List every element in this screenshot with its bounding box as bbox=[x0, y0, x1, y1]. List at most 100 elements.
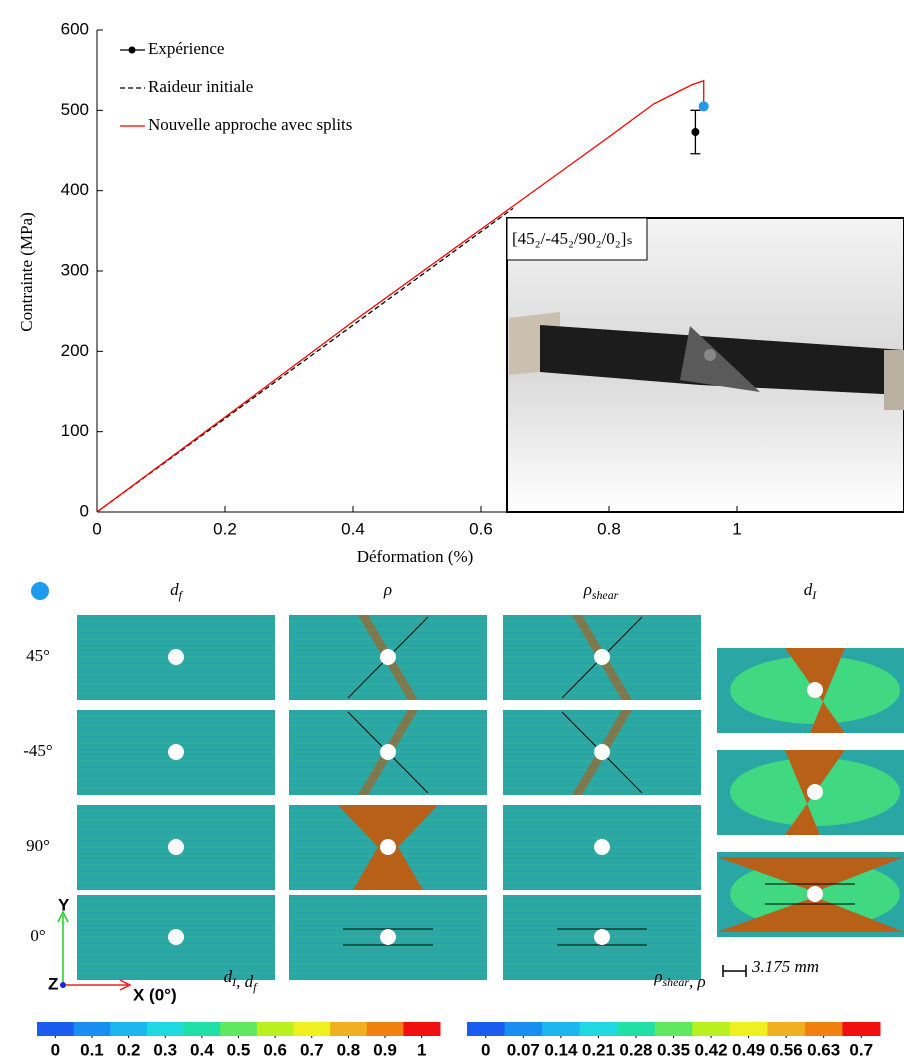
series-line bbox=[96, 79, 705, 513]
colorbar-tick-label: 0.63 bbox=[807, 1040, 840, 1059]
hole bbox=[594, 839, 610, 855]
colorbar-tick-label: 0.1 bbox=[80, 1040, 104, 1059]
column-header: ρ bbox=[383, 580, 392, 599]
y-axis-label: Contrainte (MPa) bbox=[17, 212, 36, 331]
x-axis-label: Déformation (%) bbox=[357, 547, 474, 566]
subscript: I bbox=[231, 975, 237, 989]
colorbar-tick-label: 0 bbox=[51, 1040, 60, 1059]
colorbar-tick-label: 0.8 bbox=[337, 1040, 361, 1059]
colorbar-cell bbox=[842, 1022, 881, 1036]
series-line bbox=[96, 207, 514, 513]
hole bbox=[704, 349, 716, 361]
plot: 0 0.2 0.4 0.6 0.8 1 0 100 200 300 400 500 600 Expérie… bbox=[61, 19, 742, 538]
hole bbox=[807, 886, 823, 902]
y-tick-label: 600 bbox=[61, 19, 89, 38]
colorbar-cell bbox=[692, 1022, 731, 1036]
colorbar-cell bbox=[220, 1022, 258, 1036]
symbol: ρ bbox=[696, 972, 705, 991]
hole bbox=[594, 649, 610, 665]
inset-label: [45₂/-45₂/90₂/0₂]ₛ bbox=[512, 229, 633, 248]
split bbox=[680, 326, 760, 392]
colorbar-tick-label: 0.9 bbox=[373, 1040, 397, 1059]
scale-label: 3.175 mm bbox=[751, 957, 819, 976]
triad-x bbox=[63, 979, 132, 991]
colorbar-tick-label: 0.56 bbox=[770, 1040, 803, 1059]
colorbar-tick-label: 0.5 bbox=[227, 1040, 251, 1059]
hole bbox=[168, 649, 184, 665]
symbol: ρ bbox=[653, 967, 662, 986]
symbol: , bbox=[689, 972, 698, 991]
colorbar-cell bbox=[293, 1022, 331, 1036]
colorbar-cell bbox=[110, 1022, 148, 1036]
damage-band bbox=[717, 857, 904, 932]
legend-label: Raideur initiale bbox=[148, 77, 253, 96]
colorbar-label: dI, df bbox=[224, 967, 258, 994]
subscript: f bbox=[179, 588, 184, 602]
inset-label-box bbox=[506, 217, 648, 261]
hole bbox=[168, 839, 184, 855]
hole bbox=[807, 682, 823, 698]
colorbar-cell bbox=[767, 1022, 806, 1036]
symbol: ρ bbox=[383, 580, 392, 599]
subscript: f bbox=[253, 980, 258, 994]
colorbar-tick-label: 0.35 bbox=[657, 1040, 690, 1059]
y-tick-label: 0 bbox=[80, 501, 89, 520]
colorbar-cell bbox=[542, 1022, 581, 1036]
x-tick-label: 0.2 bbox=[213, 519, 237, 538]
row-label: 0° bbox=[30, 926, 45, 945]
triad-y bbox=[57, 910, 69, 985]
colorbar-cell bbox=[729, 1022, 768, 1036]
colorbar-tick-label: 0.28 bbox=[619, 1040, 652, 1059]
colorbar-cell bbox=[804, 1022, 843, 1036]
colorbar-tick-label: 0.49 bbox=[732, 1040, 765, 1059]
row-label: -45° bbox=[23, 741, 52, 760]
tab bbox=[884, 350, 904, 410]
colorbar-cell bbox=[146, 1022, 185, 1036]
symbol: , bbox=[236, 972, 245, 991]
hole bbox=[168, 744, 184, 760]
colorbar-tick-label: 0.14 bbox=[544, 1040, 578, 1059]
colorbar-tick-label: 0.7 bbox=[849, 1040, 873, 1059]
colorbar-cell bbox=[403, 1022, 441, 1036]
symbol: d bbox=[245, 972, 254, 991]
colorbar-label: ρshear, ρ bbox=[653, 967, 705, 991]
colorbar-tick-label: 0.3 bbox=[153, 1040, 177, 1059]
x-tick-label: 0.8 bbox=[597, 519, 621, 538]
y-tick-label: 100 bbox=[61, 421, 89, 440]
hole bbox=[594, 744, 610, 760]
colorbar-cell bbox=[366, 1022, 404, 1036]
subscript: shear bbox=[663, 975, 690, 989]
row-label: 90° bbox=[26, 836, 50, 855]
axis-z-label: Z bbox=[48, 974, 58, 993]
colorbar-tick-label: 0.7 bbox=[300, 1040, 324, 1059]
hole bbox=[807, 784, 823, 800]
colorbar-cell bbox=[654, 1022, 693, 1036]
x-tick-label: 1 bbox=[732, 519, 741, 538]
symbol: d bbox=[224, 967, 233, 986]
y-tick-label: 300 bbox=[61, 260, 89, 279]
hole bbox=[168, 929, 184, 945]
row-label: 45° bbox=[26, 646, 50, 665]
colorbar-cell bbox=[504, 1022, 543, 1036]
colorbar-tick-label: 0.42 bbox=[694, 1040, 727, 1059]
legend-swatch bbox=[128, 46, 136, 54]
y-tick-label: 200 bbox=[61, 341, 89, 360]
legend-label: Nouvelle approche avec splits bbox=[148, 115, 352, 134]
colorbar-tick-label: 0.4 bbox=[190, 1040, 214, 1059]
column-header: ρshear bbox=[583, 580, 619, 602]
symbol: ρ bbox=[583, 580, 592, 599]
hole bbox=[380, 929, 396, 945]
triad-z bbox=[60, 982, 66, 988]
y-tick-label: 500 bbox=[61, 100, 89, 119]
symbol: d bbox=[804, 580, 813, 599]
axis-y-label: Y bbox=[58, 895, 70, 914]
colorbar-cell bbox=[330, 1022, 368, 1036]
highlight-point bbox=[698, 101, 709, 112]
x-tick-label: 0.4 bbox=[341, 519, 365, 538]
subscript: I bbox=[811, 588, 817, 602]
colorbar-cell bbox=[73, 1022, 111, 1036]
colorbar-cell bbox=[183, 1022, 221, 1036]
y-tick-label: 400 bbox=[61, 180, 89, 199]
x-tick-label: 0.6 bbox=[469, 519, 493, 538]
